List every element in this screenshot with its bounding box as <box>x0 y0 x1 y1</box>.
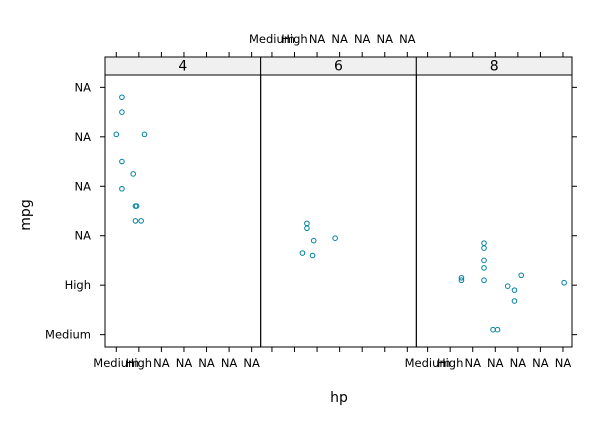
x-tick-label-top: NA <box>377 32 394 46</box>
x-tick-label: High <box>437 356 463 370</box>
data-point <box>130 171 137 177</box>
x-tick-label: NA <box>532 356 549 370</box>
data-point <box>119 185 125 192</box>
x-tick-label: NA <box>243 356 260 370</box>
data-point <box>481 257 487 264</box>
x-tick-label: Medium <box>405 356 451 370</box>
data-point <box>458 277 465 284</box>
y-tick-label: NA <box>75 229 92 243</box>
data-point <box>119 109 125 115</box>
data-point <box>518 272 525 279</box>
data-point <box>132 218 139 224</box>
x-tick-label: NA <box>176 356 193 370</box>
x-tick-label-top: NA <box>399 32 416 46</box>
data-point <box>511 298 518 304</box>
x-tick-label: NA <box>221 356 238 370</box>
x-tick-label-top: NA <box>331 32 348 46</box>
data-point <box>141 131 148 138</box>
strip-label: 4 <box>178 59 187 75</box>
data-point <box>138 218 144 224</box>
x-tick-label: NA <box>153 356 170 370</box>
y-tick-label: NA <box>75 80 92 94</box>
x-tick-label: Medium <box>93 356 139 370</box>
data-point <box>299 250 306 256</box>
y-axis-label: mpg <box>18 199 34 230</box>
data-point <box>332 235 338 241</box>
data-point <box>304 220 310 227</box>
data-point <box>133 203 140 209</box>
x-tick-label: NA <box>555 356 572 370</box>
data-point <box>113 131 120 138</box>
data-point <box>481 277 487 284</box>
data-point <box>561 279 567 286</box>
x-tick-label-top: High <box>281 32 307 46</box>
panel-frame-6 <box>260 74 417 348</box>
x-tick-label: NA <box>510 356 527 370</box>
y-tick-label: High <box>65 278 91 292</box>
data-point <box>494 326 501 333</box>
data-point <box>458 274 465 281</box>
x-tick-label-top: NA <box>309 32 326 46</box>
y-tick-label: Medium <box>45 328 91 342</box>
x-tick-label: High <box>126 356 152 370</box>
data-point <box>481 245 487 251</box>
x-axis-label: hp <box>330 390 348 406</box>
strip-label: 8 <box>490 59 499 75</box>
data-point <box>304 225 310 232</box>
x-tick-label-top: Medium <box>249 32 295 46</box>
strip-label: 6 <box>334 59 343 75</box>
data-point <box>490 326 496 333</box>
y-tick-label: NA <box>75 130 92 144</box>
data-point <box>119 94 125 101</box>
data-point <box>119 158 125 165</box>
y-tick-label: NA <box>75 179 92 193</box>
data-point <box>504 283 511 289</box>
x-tick-label: NA <box>198 356 215 370</box>
panel-frame-8 <box>415 74 573 348</box>
panel-frame-4 <box>104 74 262 348</box>
data-point <box>481 265 487 271</box>
data-point <box>309 252 316 259</box>
x-tick-label: NA <box>487 356 504 370</box>
data-point <box>481 240 487 246</box>
data-point <box>310 237 317 244</box>
data-point <box>511 287 518 293</box>
x-tick-label-top: NA <box>354 32 371 46</box>
x-tick-label: NA <box>464 356 481 370</box>
